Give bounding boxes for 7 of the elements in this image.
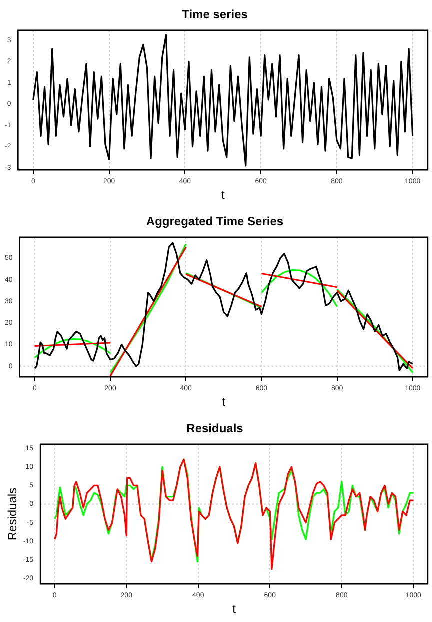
x-axis-title: t [221,188,226,202]
y-axis-title: Residuals [6,488,20,541]
chart-title: Aggregated Time Series [146,214,284,229]
x-axis-title: t [232,602,237,616]
x-axis-title: t [222,395,226,410]
chart-title: Time series [182,8,248,22]
chart-title: Residuals [186,422,244,436]
